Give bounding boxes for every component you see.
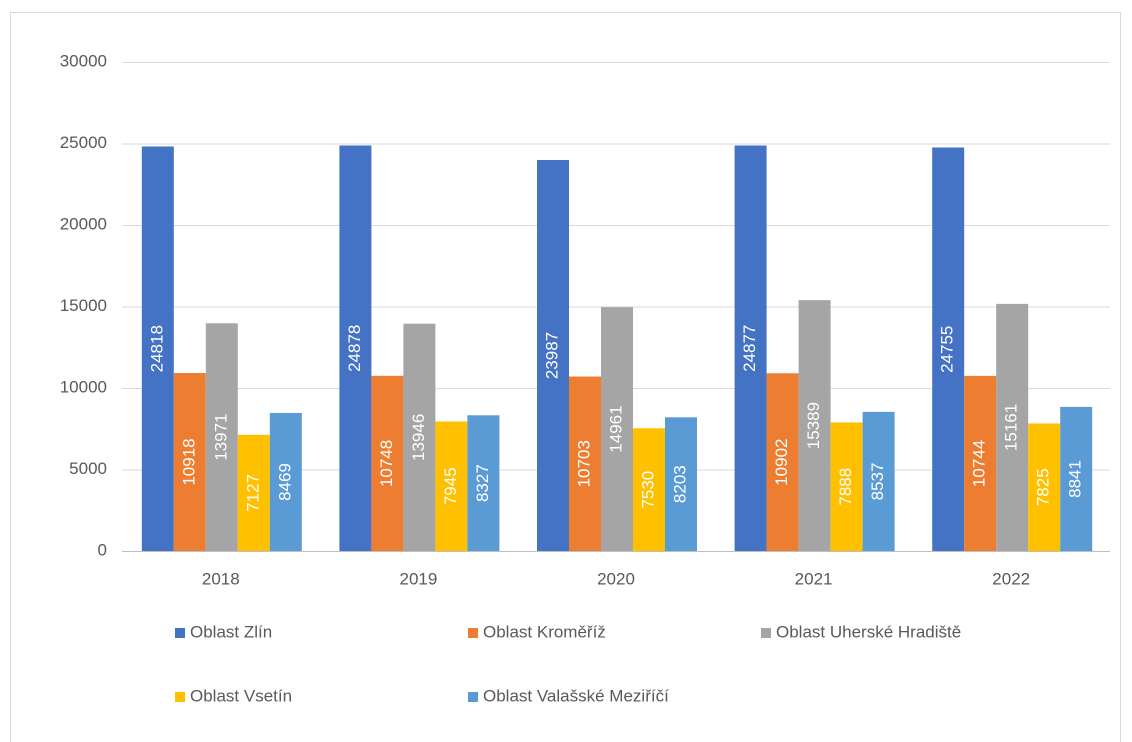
data-label: 10748 bbox=[377, 440, 396, 487]
data-label: 7127 bbox=[243, 474, 262, 512]
bar bbox=[830, 422, 863, 551]
bar bbox=[862, 411, 895, 551]
x-tick-label: 2022 bbox=[992, 569, 1030, 588]
y-tick-label: 0 bbox=[98, 540, 107, 559]
data-label: 13971 bbox=[211, 413, 230, 460]
legend-marker bbox=[468, 692, 478, 702]
y-tick-label: 30000 bbox=[60, 51, 107, 70]
x-tick-label: 2018 bbox=[202, 569, 240, 588]
legend-marker bbox=[175, 628, 185, 638]
data-label: 15161 bbox=[1002, 404, 1021, 451]
data-label: 24877 bbox=[740, 325, 759, 372]
bar bbox=[601, 307, 633, 551]
bar bbox=[766, 373, 799, 551]
bar bbox=[371, 375, 404, 551]
y-tick-label: 10000 bbox=[60, 377, 107, 396]
bar bbox=[734, 145, 767, 552]
bar bbox=[205, 323, 238, 551]
x-tick-label: 2019 bbox=[399, 569, 437, 588]
bar bbox=[141, 146, 174, 551]
data-label: 24818 bbox=[147, 325, 166, 372]
y-tick-label: 25000 bbox=[60, 133, 107, 152]
data-label: 8469 bbox=[275, 463, 294, 501]
data-label: 8841 bbox=[1066, 460, 1085, 498]
bar bbox=[403, 323, 436, 551]
data-label: 10744 bbox=[970, 440, 989, 487]
bar bbox=[237, 434, 270, 551]
data-label: 7945 bbox=[441, 467, 460, 505]
bar bbox=[435, 421, 468, 551]
chart-frame bbox=[10, 12, 1121, 742]
bar bbox=[964, 375, 997, 551]
data-label: 23987 bbox=[542, 332, 561, 379]
bar bbox=[932, 147, 965, 551]
y-tick-label: 5000 bbox=[69, 459, 107, 478]
data-label: 7888 bbox=[836, 468, 855, 506]
data-label: 7530 bbox=[638, 471, 657, 509]
y-tick-label: 15000 bbox=[60, 296, 107, 315]
bar bbox=[633, 428, 665, 551]
bar bbox=[665, 417, 697, 551]
data-label: 10703 bbox=[574, 440, 593, 487]
legend-label: Oblast Zlín bbox=[190, 622, 272, 641]
legend-label: Oblast Valašské Meziříčí bbox=[483, 686, 669, 705]
bar bbox=[173, 373, 206, 551]
legend-marker bbox=[761, 628, 771, 638]
bar bbox=[339, 145, 372, 552]
data-label: 24755 bbox=[938, 326, 957, 373]
y-tick-label: 20000 bbox=[60, 214, 107, 233]
legend-marker bbox=[468, 628, 478, 638]
data-label: 14961 bbox=[606, 405, 625, 452]
legend-marker bbox=[175, 692, 185, 702]
bar bbox=[537, 160, 569, 551]
legend-label: Oblast Kroměříž bbox=[483, 622, 606, 641]
bar bbox=[1028, 423, 1061, 551]
bar bbox=[1060, 406, 1093, 551]
data-label: 24878 bbox=[345, 325, 364, 372]
bar bbox=[467, 415, 500, 551]
data-label: 10918 bbox=[179, 438, 198, 485]
data-label: 8537 bbox=[868, 463, 887, 501]
legend-label: Oblast Vsetín bbox=[190, 686, 292, 705]
bar bbox=[798, 300, 831, 551]
legend-label: Oblast Uherské Hradiště bbox=[776, 622, 961, 641]
data-label: 7825 bbox=[1034, 468, 1053, 506]
bar bbox=[569, 376, 601, 551]
data-label: 8327 bbox=[473, 464, 492, 502]
data-label: 8203 bbox=[670, 465, 689, 503]
data-label: 15389 bbox=[804, 402, 823, 449]
data-label: 10902 bbox=[772, 439, 791, 486]
x-tick-label: 2020 bbox=[597, 569, 635, 588]
data-label: 13946 bbox=[409, 414, 428, 461]
bar bbox=[996, 303, 1029, 551]
x-tick-label: 2021 bbox=[795, 569, 833, 588]
bar bbox=[269, 412, 302, 551]
